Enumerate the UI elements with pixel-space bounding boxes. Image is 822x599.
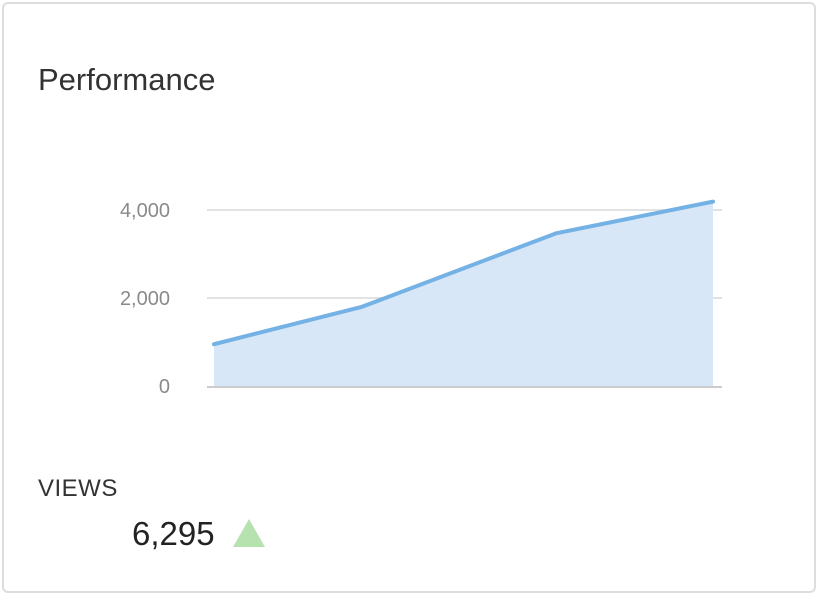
triangle-up-icon [233,519,265,547]
y-tick-label: 4,000 [120,200,170,222]
card-title: Performance [38,62,216,97]
y-tick-label: 0 [159,376,170,398]
performance-chart: 0 2,000 4,000 [120,199,722,398]
performance-card: Performance 0 2,000 4,000 VIEWS 6,295 [2,2,816,593]
chart-axis: 0 2,000 4,000 [120,200,722,398]
views-value: 6,295 [132,515,215,552]
y-tick-label: 2,000 [120,288,170,310]
series-line [212,199,715,347]
series-area [214,201,713,386]
views-label: VIEWS [38,475,118,502]
chart-area-layer [212,199,715,386]
